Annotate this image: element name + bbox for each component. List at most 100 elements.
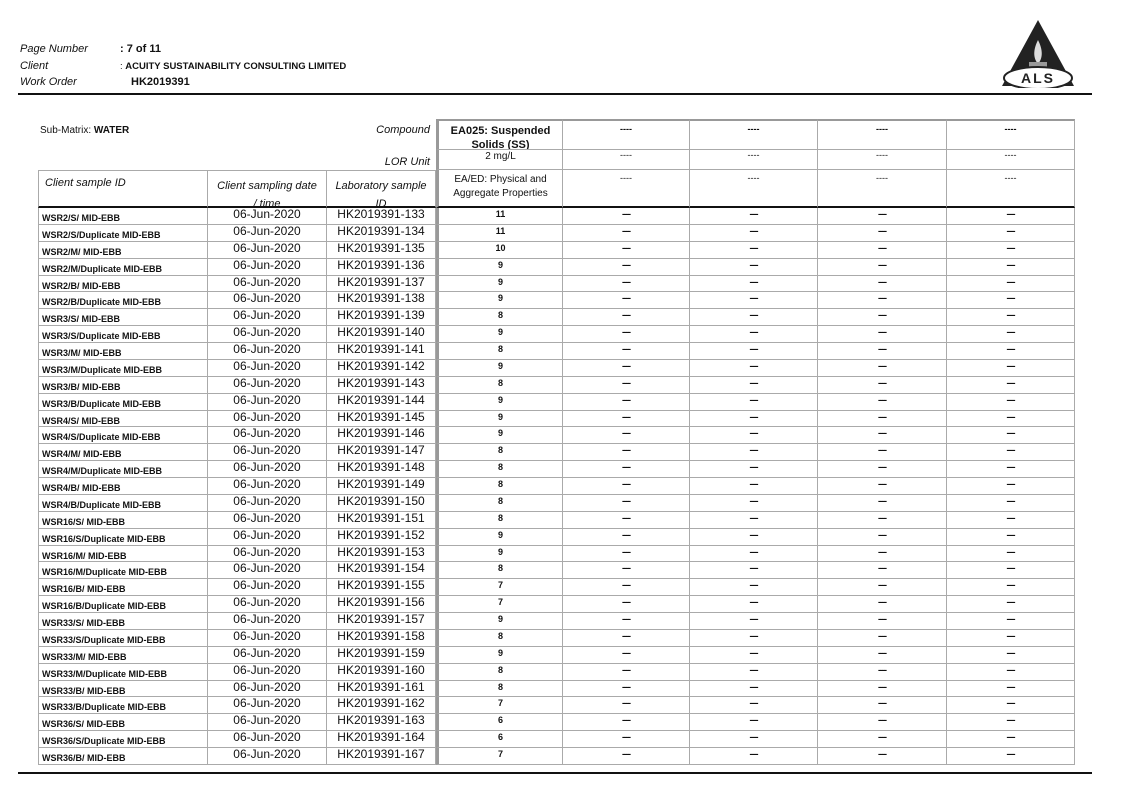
sample-id-cell: WSR3/M/ MID-EBB <box>38 343 208 360</box>
sampling-date-cell: 06-Jun-2020 <box>208 731 327 748</box>
empty-method-cell: ---- <box>947 170 1075 208</box>
sampling-date-cell: 06-Jun-2020 <box>208 546 327 562</box>
sampling-date-cell: 06-Jun-2020 <box>208 427 327 444</box>
sampling-date-cell: 06-Jun-2020 <box>208 276 327 292</box>
empty-value-cell: ---- <box>947 309 1075 326</box>
empty-value-cell: ---- <box>947 411 1075 427</box>
sampling-date-cell: 06-Jun-2020 <box>208 495 327 512</box>
sample-id-cell: WSR16/B/ MID-EBB <box>38 579 208 596</box>
suspended-solids-value-cell: 8 <box>436 478 563 495</box>
suspended-solids-value-cell: 8 <box>436 377 563 394</box>
lab-sample-id-cell: HK2019391-137 <box>327 276 436 292</box>
sampling-date-cell: 06-Jun-2020 <box>208 478 327 495</box>
empty-value-cell: ---- <box>690 697 818 714</box>
sampling-date-cell: 06-Jun-2020 <box>208 309 327 326</box>
sample-id-cell: WSR33/M/Duplicate MID-EBB <box>38 664 208 681</box>
sampling-date-cell: 06-Jun-2020 <box>208 562 327 579</box>
page-number: 7 of 11 <box>126 43 161 55</box>
sample-id-cell: WSR4/M/ MID-EBB <box>38 444 208 461</box>
footer-divider <box>18 772 1092 774</box>
empty-value-cell: ---- <box>690 461 818 478</box>
sample-id-cell: WSR36/S/ MID-EBB <box>38 714 208 731</box>
empty-value-cell: ---- <box>818 292 947 309</box>
empty-value-cell: ---- <box>818 495 947 512</box>
empty-value-cell: ---- <box>947 225 1075 242</box>
empty-value-cell: ---- <box>563 292 690 309</box>
sampling-date-cell: 06-Jun-2020 <box>208 512 327 529</box>
empty-value-cell: ---- <box>690 225 818 242</box>
sample-id-cell: WSR36/B/ MID-EBB <box>38 748 208 765</box>
empty-value-cell: ---- <box>947 748 1075 765</box>
empty-method-cell: ---- <box>818 170 947 208</box>
empty-value-cell: ---- <box>818 427 947 444</box>
sampling-date-cell: 06-Jun-2020 <box>208 697 327 714</box>
empty-value-cell: ---- <box>947 343 1075 360</box>
sampling-date-cell: 06-Jun-2020 <box>208 242 327 259</box>
empty-value-cell: ---- <box>818 714 947 731</box>
method-cell: EA/ED: Physical and Aggregate Properties <box>436 170 563 208</box>
empty-value-cell: ---- <box>563 647 690 664</box>
empty-value-cell: ---- <box>563 444 690 461</box>
sampling-date-cell: 06-Jun-2020 <box>208 664 327 681</box>
lab-sample-id-cell: HK2019391-135 <box>327 242 436 259</box>
suspended-solids-value-cell: 10 <box>436 242 563 259</box>
sample-id-cell: WSR33/B/Duplicate MID-EBB <box>38 697 208 714</box>
empty-value-cell: ---- <box>563 697 690 714</box>
compound-label: Compound <box>376 124 430 136</box>
empty-value-cell: ---- <box>690 714 818 731</box>
empty-value-cell: ---- <box>563 394 690 411</box>
empty-value-cell: ---- <box>690 377 818 394</box>
empty-value-cell: ---- <box>818 259 947 276</box>
suspended-solids-value-cell: 7 <box>436 579 563 596</box>
suspended-solids-value-cell: 9 <box>436 259 563 276</box>
sampling-date-cell: 06-Jun-2020 <box>208 461 327 478</box>
lab-sample-id-cell: HK2019391-143 <box>327 377 436 394</box>
suspended-solids-value-cell: 9 <box>436 360 563 377</box>
empty-value-cell: ---- <box>947 208 1075 225</box>
column-header-lab-id: Laboratory sample ID <box>327 170 436 208</box>
client-label: Client <box>20 60 49 72</box>
page-number-value: : 7 of 11 <box>120 43 161 55</box>
empty-value-cell: ---- <box>818 512 947 529</box>
suspended-solids-value-cell: 8 <box>436 309 563 326</box>
empty-value-cell: ---- <box>690 309 818 326</box>
suspended-solids-value-cell: 7 <box>436 748 563 765</box>
empty-value-cell: ---- <box>690 259 818 276</box>
empty-value-cell: ---- <box>818 579 947 596</box>
empty-value-cell: ---- <box>818 360 947 377</box>
empty-value-cell: ---- <box>947 259 1075 276</box>
sample-id-cell: WSR3/B/Duplicate MID-EBB <box>38 394 208 411</box>
empty-value-cell: ---- <box>818 309 947 326</box>
empty-value-cell: ---- <box>818 596 947 613</box>
lab-sample-id-cell: HK2019391-140 <box>327 326 436 343</box>
sub-matrix: Sub-Matrix: WATER <box>40 125 129 136</box>
lab-sample-id-cell: HK2019391-147 <box>327 444 436 461</box>
lab-sample-id-cell: HK2019391-160 <box>327 664 436 681</box>
empty-value-cell: ---- <box>690 664 818 681</box>
empty-lor-cell: ---- <box>690 150 818 170</box>
empty-value-cell: ---- <box>690 613 818 630</box>
empty-value-cell: ---- <box>563 259 690 276</box>
empty-value-cell: ---- <box>563 731 690 748</box>
empty-value-cell: ---- <box>818 326 947 343</box>
empty-value-cell: ---- <box>818 461 947 478</box>
empty-value-cell: ---- <box>563 681 690 697</box>
suspended-solids-value-cell: 8 <box>436 562 563 579</box>
empty-value-cell: ---- <box>563 748 690 765</box>
empty-value-cell: ---- <box>947 596 1075 613</box>
suspended-solids-value-cell: 8 <box>436 664 563 681</box>
empty-value-cell: ---- <box>563 427 690 444</box>
empty-compound-cell: ---- <box>947 119 1075 150</box>
empty-value-cell: ---- <box>947 630 1075 647</box>
sub-matrix-label: Sub-Matrix: <box>40 125 92 136</box>
empty-value-cell: ---- <box>563 562 690 579</box>
empty-value-cell: ---- <box>947 647 1075 664</box>
empty-value-cell: ---- <box>947 731 1075 748</box>
sample-id-cell: WSR2/S/ MID-EBB <box>38 208 208 225</box>
empty-value-cell: ---- <box>818 529 947 546</box>
empty-value-cell: ---- <box>947 360 1075 377</box>
sample-id-cell: WSR33/S/ MID-EBB <box>38 613 208 630</box>
suspended-solids-value-cell: 9 <box>436 427 563 444</box>
sample-id-cell: WSR4/B/ MID-EBB <box>38 478 208 495</box>
empty-lor-cell: ---- <box>818 150 947 170</box>
